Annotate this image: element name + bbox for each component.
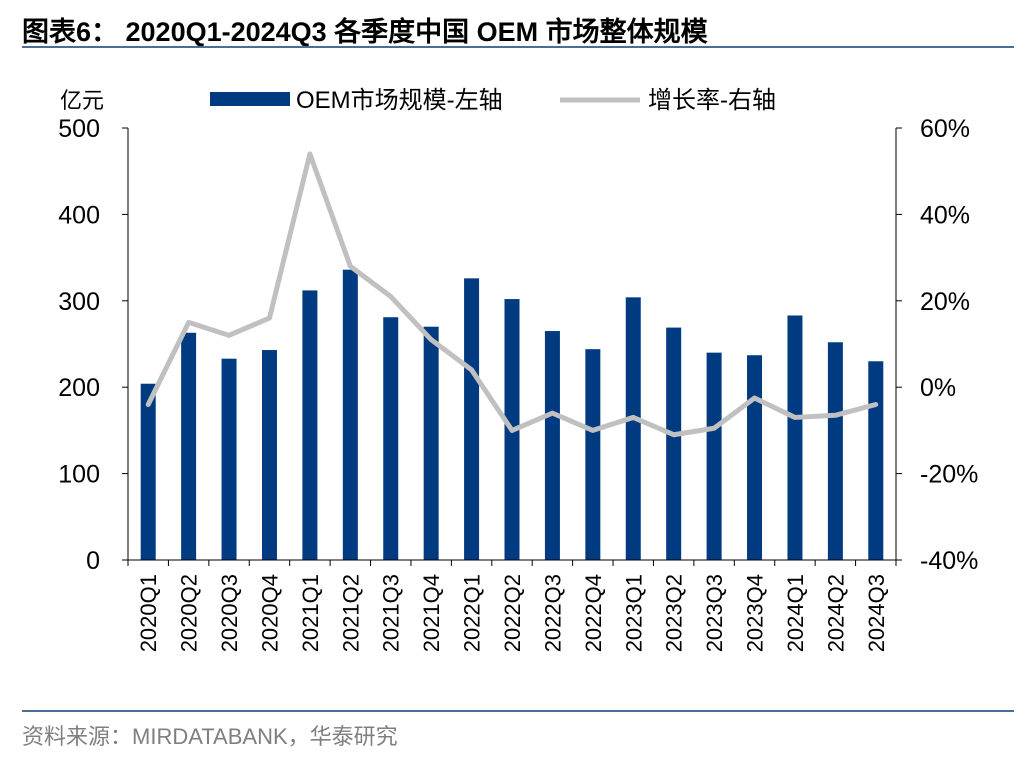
x-tick-label: 2021Q1 <box>298 574 323 652</box>
left-axis-unit: 亿元 <box>60 88 104 113</box>
left-tick-label: 500 <box>58 115 100 143</box>
title-rule <box>22 46 1014 48</box>
left-tick-label: 300 <box>58 288 100 316</box>
bar-2020Q2 <box>181 332 197 560</box>
x-tick-label: 2020Q1 <box>136 574 161 652</box>
legend: OEM市场规模-左轴 增长率-右轴 <box>210 87 776 114</box>
bar-2020Q4 <box>261 350 277 560</box>
chart: 0 100 200 300 400 500 -40% -20% 0% 20% 40% 60% 2020Q… <box>58 87 978 652</box>
bar-2023Q2 <box>666 327 682 560</box>
bar-2024Q2 <box>827 342 843 560</box>
bar-2023Q1 <box>625 297 641 560</box>
bar-2021Q3 <box>383 317 399 560</box>
bar-2023Q4 <box>747 355 763 560</box>
x-tick-label: 2024Q2 <box>823 574 848 652</box>
bar-series <box>140 269 884 560</box>
x-tick-label: 2023Q3 <box>702 574 727 652</box>
x-tick-label: 2021Q4 <box>419 574 444 652</box>
axes: 0 100 200 300 400 500 -40% -20% 0% 20% 40% 60% 2020Q… <box>58 115 978 652</box>
legend-line-label: 增长率-右轴 <box>648 87 776 114</box>
page-title: 图表6： 2020Q1-2024Q3 各季度中国 OEM 市场整体规模 <box>22 17 708 47</box>
left-tick-label: 100 <box>58 461 100 489</box>
bar-2021Q2 <box>342 269 358 560</box>
x-tick-label: 2021Q2 <box>338 574 363 652</box>
bar-2021Q1 <box>302 290 318 560</box>
left-tick-label: 0 <box>86 547 100 575</box>
bar-2024Q1 <box>787 315 803 560</box>
legend-bar-swatch <box>210 92 290 106</box>
x-tick-label: 2021Q3 <box>379 574 404 652</box>
x-tick-label: 2022Q3 <box>540 574 565 652</box>
x-tick-label: 2023Q4 <box>743 574 768 652</box>
right-tick-label: 40% <box>920 201 970 229</box>
right-tick-label: 20% <box>920 288 970 316</box>
right-tick-label: 0% <box>920 374 956 402</box>
bar-2020Q3 <box>221 358 237 560</box>
x-tick-label: 2023Q1 <box>621 574 646 652</box>
x-tick-label: 2020Q2 <box>177 574 202 652</box>
left-tick-label: 400 <box>58 201 100 229</box>
x-tick-label: 2020Q4 <box>257 574 282 652</box>
x-tick-label: 2024Q3 <box>864 574 889 652</box>
left-tick-label: 200 <box>58 374 100 402</box>
x-tick-label: 2022Q4 <box>581 574 606 652</box>
growth-line-series <box>145 151 879 438</box>
right-tick-label: 60% <box>920 115 970 143</box>
footer-rule <box>22 710 1014 712</box>
x-tick-label: 2022Q1 <box>460 574 485 652</box>
bar-2022Q3 <box>544 331 560 560</box>
right-tick-label: -20% <box>920 461 978 489</box>
bar-2022Q1 <box>464 278 480 560</box>
x-tick-label: 2024Q1 <box>783 574 808 652</box>
bar-2023Q3 <box>706 352 722 560</box>
x-tick-label: 2023Q2 <box>662 574 687 652</box>
bar-2021Q4 <box>423 326 439 560</box>
bar-2024Q3 <box>868 361 884 560</box>
x-tick-label: 2022Q2 <box>500 574 525 652</box>
bar-2020Q1 <box>140 383 156 560</box>
legend-bar-label: OEM市场规模-左轴 <box>296 87 503 114</box>
x-tick-label: 2020Q3 <box>217 574 242 652</box>
right-tick-label: -40% <box>920 547 978 575</box>
source-note: 资料来源：MIRDATABANK，华泰研究 <box>22 724 398 749</box>
bar-2022Q4 <box>585 349 601 560</box>
